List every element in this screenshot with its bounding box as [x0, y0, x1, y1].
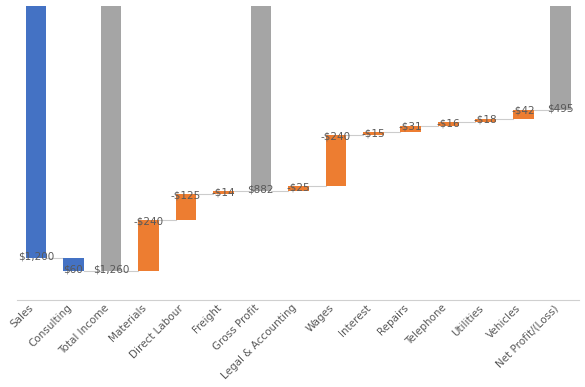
Bar — [176, 194, 196, 220]
Bar — [250, 5, 271, 191]
Bar — [550, 5, 571, 110]
Text: $495: $495 — [548, 103, 574, 113]
Text: -$42: -$42 — [511, 106, 535, 116]
Bar — [63, 258, 84, 271]
Text: -$240: -$240 — [321, 132, 351, 142]
Text: -$18: -$18 — [474, 115, 498, 125]
Text: $1,200: $1,200 — [18, 252, 54, 262]
Bar — [26, 5, 46, 258]
Bar — [513, 110, 534, 118]
Text: $60: $60 — [64, 264, 83, 274]
Bar — [325, 135, 346, 186]
Bar — [438, 122, 459, 126]
Bar — [138, 220, 159, 271]
Bar — [476, 118, 496, 122]
Bar — [401, 126, 421, 132]
Bar — [101, 5, 121, 271]
Text: -$25: -$25 — [287, 182, 310, 192]
Text: -$14: -$14 — [212, 187, 235, 197]
Bar — [213, 191, 233, 194]
Text: $1,260: $1,260 — [93, 264, 129, 274]
Text: -$16: -$16 — [436, 118, 460, 128]
Bar — [363, 132, 384, 135]
Text: -$31: -$31 — [399, 122, 422, 132]
Text: -$15: -$15 — [362, 128, 385, 139]
Text: $882: $882 — [247, 185, 274, 195]
Text: -$240: -$240 — [133, 216, 163, 226]
Text: -$125: -$125 — [171, 190, 201, 200]
Bar — [288, 186, 309, 191]
